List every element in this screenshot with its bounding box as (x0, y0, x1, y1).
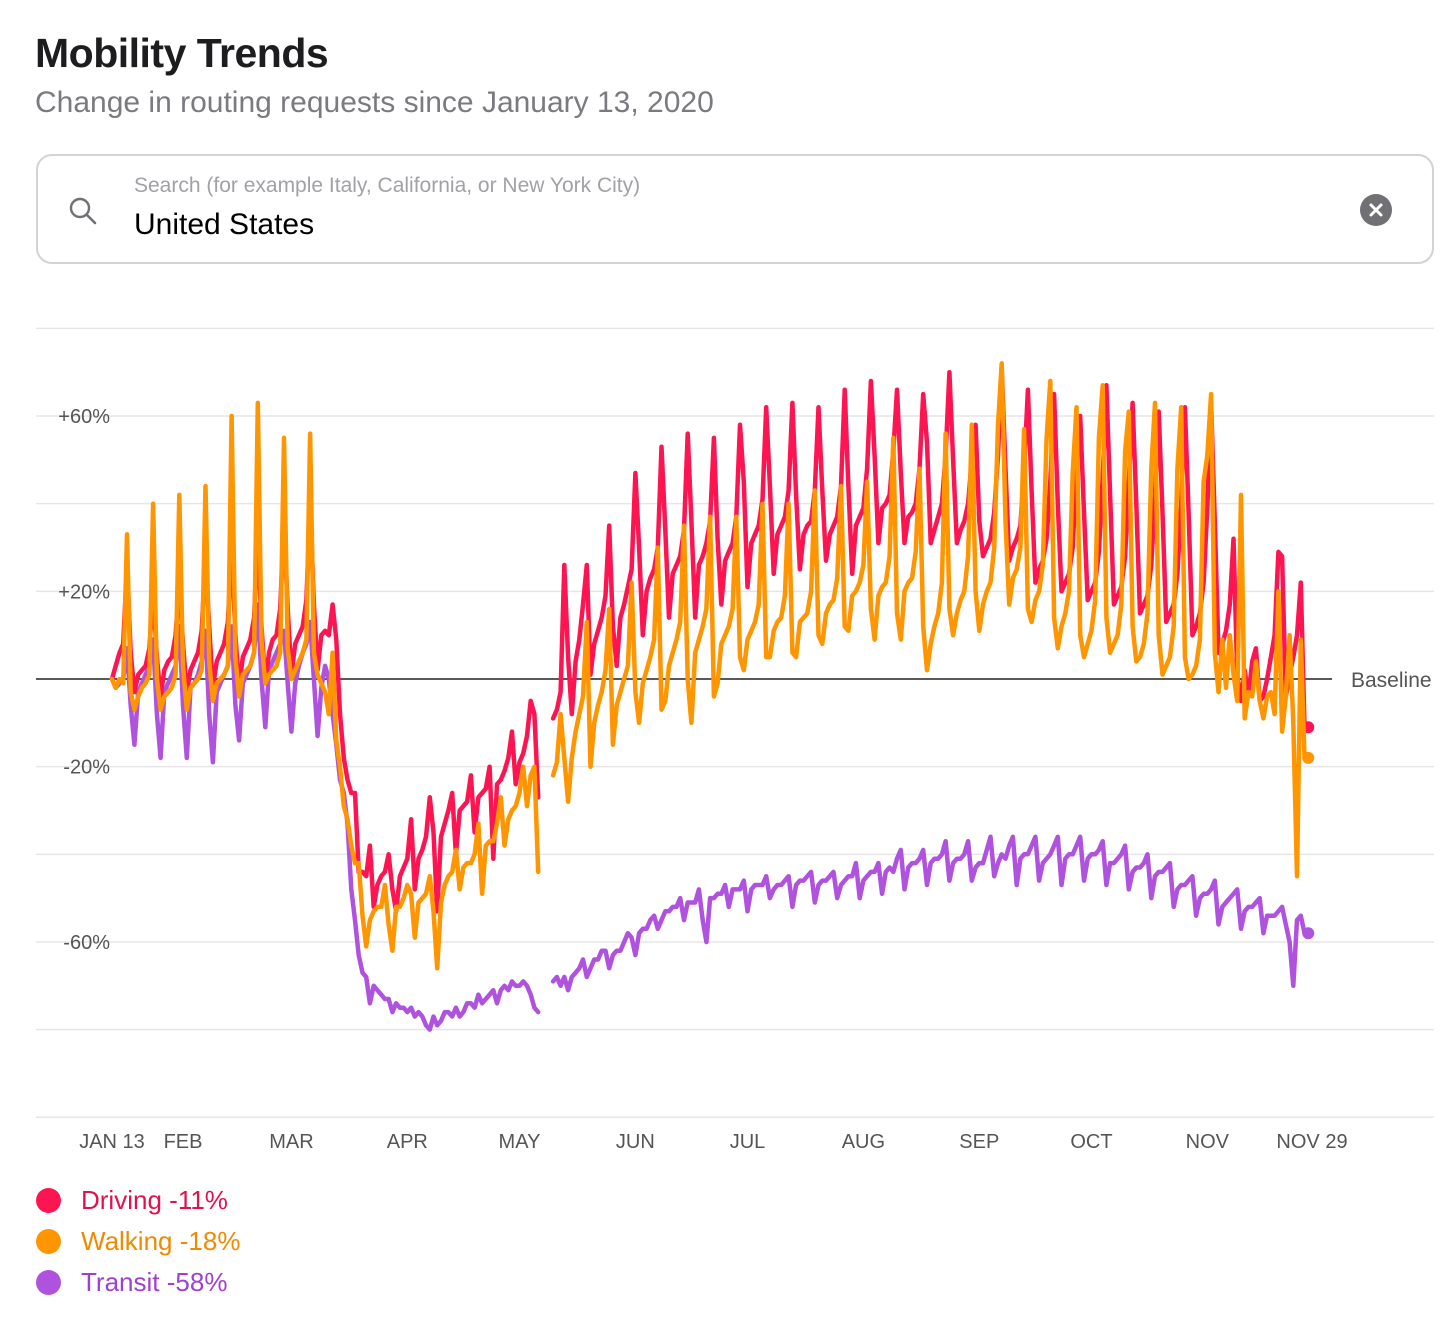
legend-label-driving: Driving -11% (81, 1185, 228, 1215)
series-end-marker-transit[interactable] (1302, 927, 1315, 940)
walking-dot-icon (36, 1229, 61, 1254)
legend-label-walking: Walking -18% (81, 1226, 241, 1256)
series-line-transit (109, 602, 1311, 1032)
transit-dot-icon (36, 1270, 61, 1295)
x-tick-label: NOV 29 (1276, 1131, 1347, 1153)
x-tick-label: APR (387, 1131, 428, 1153)
y-tick-label: -20% (63, 757, 110, 779)
x-tick-label: JUN (616, 1131, 655, 1153)
legend-item-driving[interactable]: Driving -11% (36, 1180, 240, 1221)
x-tick-label: MAY (499, 1131, 541, 1153)
page-title: Mobility Trends (35, 30, 329, 76)
x-tick-label: OCT (1070, 1131, 1112, 1153)
y-tick-label: +60% (58, 406, 110, 428)
x-tick-label: JUL (730, 1131, 766, 1153)
y-tick-label: -60% (63, 932, 110, 954)
x-tick-label: FEB (164, 1131, 203, 1153)
search-placeholder: Search (for example Italy, California, o… (134, 174, 641, 197)
search-icon (68, 196, 98, 226)
x-tick-label: JAN 13 (79, 1131, 145, 1153)
series-end-marker-walking[interactable] (1302, 751, 1315, 764)
legend-label-transit: Transit -58% (81, 1267, 228, 1297)
page-subtitle: Change in routing requests since January… (35, 86, 714, 119)
x-tick-label: SEP (959, 1131, 999, 1153)
search-box[interactable]: Search (for example Italy, California, o… (36, 154, 1434, 264)
legend: Driving -11% Walking -18% Transit -58% (36, 1180, 240, 1303)
legend-item-transit[interactable]: Transit -58% (36, 1262, 240, 1303)
search-input[interactable]: United States (134, 208, 315, 241)
x-tick-label: NOV (1186, 1131, 1230, 1153)
x-tick-label: AUG (842, 1131, 885, 1153)
clear-icon[interactable] (1360, 194, 1392, 226)
baseline-label: Baseline (1351, 669, 1432, 692)
x-tick-label: MAR (269, 1131, 313, 1153)
legend-item-walking[interactable]: Walking -18% (36, 1221, 240, 1262)
series-line-walking (109, 361, 1311, 971)
driving-dot-icon (36, 1188, 61, 1213)
y-tick-label: +20% (58, 581, 110, 603)
